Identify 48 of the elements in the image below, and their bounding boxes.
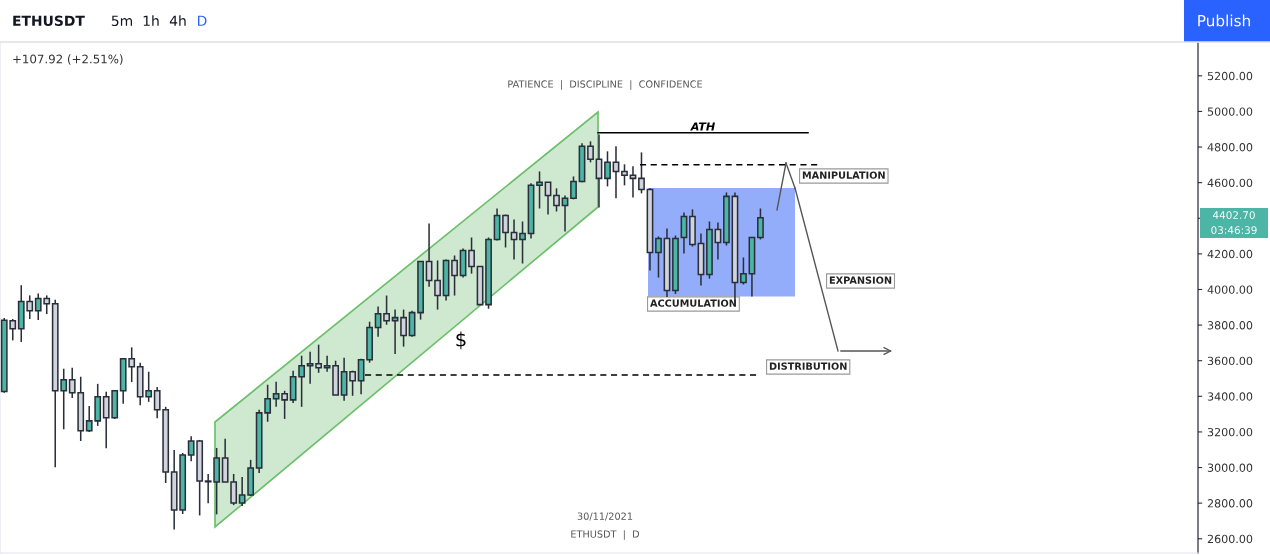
y-tick-label: 3600.00 <box>1207 356 1253 366</box>
candlestick <box>502 213 509 249</box>
y-tick-label: 3800.00 <box>1207 321 1253 330</box>
candlestick <box>451 254 458 297</box>
candlestick <box>740 256 747 286</box>
y-tick-label: 3200.00 <box>1207 427 1253 437</box>
y-tick-label: 5000.00 <box>1207 107 1253 116</box>
annotation: 30/11/2021 <box>577 512 633 521</box>
candlestick <box>519 220 526 265</box>
annotation: ACCUMULATION <box>650 299 736 307</box>
candlestick <box>757 207 764 241</box>
y-tick-label: 4200.00 <box>1207 249 1253 259</box>
candlestick <box>434 259 441 311</box>
annotation: +107.92 (+2.51%) <box>13 54 123 65</box>
candlestick <box>536 170 543 210</box>
candlestick <box>468 236 475 275</box>
annotation: MANIPULATION <box>802 171 885 179</box>
text: Publish <box>1198 14 1250 27</box>
candlestick <box>604 150 611 188</box>
text: ETHUSDT <box>13 15 85 27</box>
y-tick-label: 2800.00 <box>1207 499 1253 508</box>
text: PATIENCE | DISCIPLINE | CONFIDENCE <box>508 80 703 90</box>
ref-line-label: ATH <box>690 122 715 131</box>
text: 4402.70 <box>1212 211 1255 220</box>
text: D <box>198 15 207 26</box>
text: 1h <box>143 15 159 26</box>
candlestick <box>638 151 645 195</box>
annotation: DISTRIBUTION <box>769 362 847 370</box>
candlestick <box>400 308 407 348</box>
y-tick-label: 4800.00 <box>1207 143 1253 152</box>
candlestick <box>655 235 662 279</box>
candlestick <box>553 187 560 213</box>
candlestick <box>587 140 594 164</box>
candlestick <box>383 294 390 326</box>
annotation: ETHUSDT | D <box>571 530 640 540</box>
y-tick-label: 3400.00 <box>1207 392 1253 401</box>
y-tick-label: 2600.00 <box>1207 534 1253 544</box>
text: 5m <box>111 15 132 27</box>
annotation: EXPANSION <box>829 276 892 284</box>
candlestick <box>621 163 628 187</box>
annotation: $ <box>456 331 466 350</box>
candlestick <box>357 357 365 395</box>
y-tick-label: 4600.00 <box>1207 178 1253 188</box>
y-tick-label: 5200.00 <box>1207 71 1253 81</box>
text: 03:46:39 <box>1211 226 1257 235</box>
y-tick-label: 4000.00 <box>1207 285 1253 294</box>
text: 4h <box>169 15 186 26</box>
y-tick-label: 3000.00 <box>1207 463 1253 472</box>
